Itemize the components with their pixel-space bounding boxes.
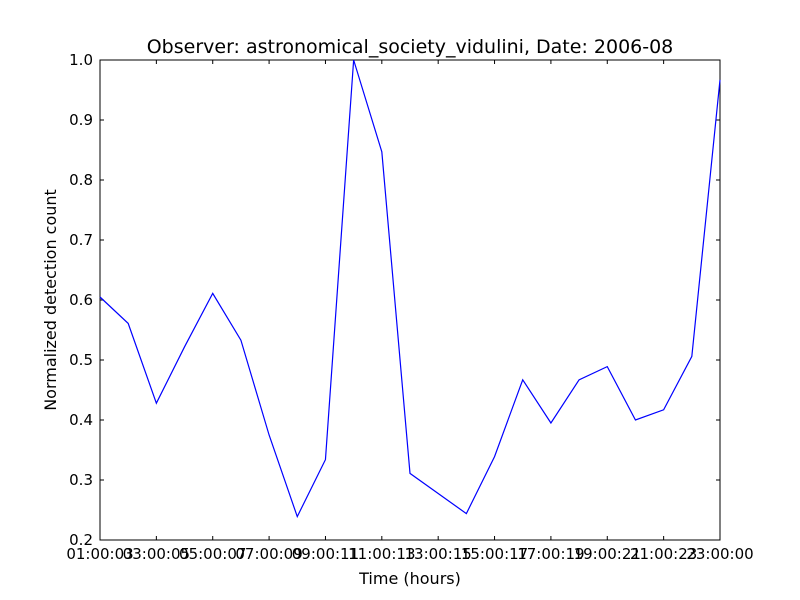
y-tick-label: 1.0	[69, 51, 93, 69]
x-axis-label: Time (hours)	[358, 569, 461, 588]
y-tick-label: 0.4	[69, 411, 93, 429]
y-tick-label: 0.3	[69, 471, 93, 489]
x-tick-label: 09:00:11	[292, 545, 359, 563]
x-tick-label: 19:00:21	[574, 545, 641, 563]
x-tick-label: 07:00:09	[235, 545, 302, 563]
y-tick-label: 0.5	[69, 351, 93, 369]
tick-labels: 01:00:0303:00:0505:00:0707:00:0909:00:11…	[66, 51, 753, 563]
x-tick-label: 05:00:07	[179, 545, 246, 563]
x-tick-label: 11:00:13	[348, 545, 415, 563]
x-tick-label: 17:00:19	[517, 545, 584, 563]
y-axis-label: Normalized detection count	[41, 189, 60, 411]
chart-title: Observer: astronomical_society_vidulini,…	[147, 36, 674, 58]
y-tick-label: 0.2	[69, 531, 93, 549]
y-tick-label: 0.9	[69, 111, 93, 129]
x-tick-label: 13:00:15	[404, 545, 471, 563]
x-tick-label: 03:00:05	[123, 545, 190, 563]
plot-area	[99, 59, 721, 541]
x-tick-label: 23:00:00	[686, 545, 753, 563]
axis-ticks	[99, 59, 721, 541]
y-tick-label: 0.8	[69, 171, 93, 189]
x-tick-label: 15:00:17	[461, 545, 528, 563]
y-tick-label: 0.6	[69, 291, 93, 309]
x-tick-label: 01:00:03	[66, 545, 133, 563]
y-tick-label: 0.7	[69, 231, 93, 249]
axes-frame	[99, 59, 721, 541]
series-line-0	[99, 59, 721, 519]
x-tick-label: 21:00:23	[630, 545, 697, 563]
series-lines	[99, 59, 721, 519]
